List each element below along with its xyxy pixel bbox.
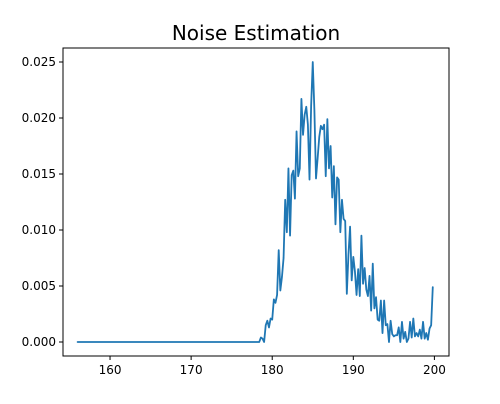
y-tick-label: 0.015 [22, 167, 56, 181]
x-tick-label: 200 [423, 363, 446, 377]
x-tick-label: 170 [180, 363, 203, 377]
x-tick-label: 160 [99, 363, 122, 377]
y-tick-label: 0.010 [22, 223, 56, 237]
y-tick-label: 0.005 [22, 279, 56, 293]
x-tick-label: 180 [261, 363, 284, 377]
plot-area [63, 48, 449, 356]
y-tick-label: 0.000 [22, 335, 56, 349]
plot-frame [62, 47, 450, 357]
x-tick-label: 190 [342, 363, 365, 377]
x-axis: 160 170 180 190 200 [99, 356, 446, 377]
y-tick-label: 0.025 [22, 55, 56, 69]
y-tick-label: 0.020 [22, 111, 56, 125]
series-line [76, 61, 434, 343]
y-axis: 0.000 0.005 0.010 0.015 0.020 0.025 [22, 55, 63, 349]
chart-title: Noise Estimation [172, 21, 340, 45]
